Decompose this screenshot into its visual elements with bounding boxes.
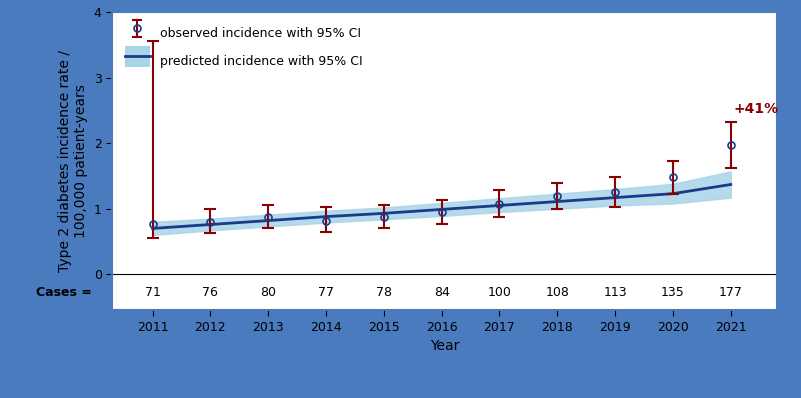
Text: 77: 77 [318,286,334,299]
Legend: observed incidence with 95% CI, predicted incidence with 95% CI: observed incidence with 95% CI, predicte… [119,18,368,76]
Text: 108: 108 [545,286,570,299]
Text: +41%: +41% [734,101,779,115]
Text: Cases =: Cases = [36,286,92,299]
X-axis label: Year: Year [430,339,459,353]
Text: 76: 76 [203,286,219,299]
Text: 100: 100 [488,286,511,299]
Text: 177: 177 [718,286,743,299]
Y-axis label: Type 2 diabetes incidence rate /
100,000 patient-years: Type 2 diabetes incidence rate / 100,000… [58,50,88,272]
Text: 80: 80 [260,286,276,299]
Text: 78: 78 [376,286,392,299]
Text: 71: 71 [145,286,160,299]
Text: 135: 135 [661,286,685,299]
Text: 84: 84 [433,286,449,299]
Text: 113: 113 [603,286,627,299]
